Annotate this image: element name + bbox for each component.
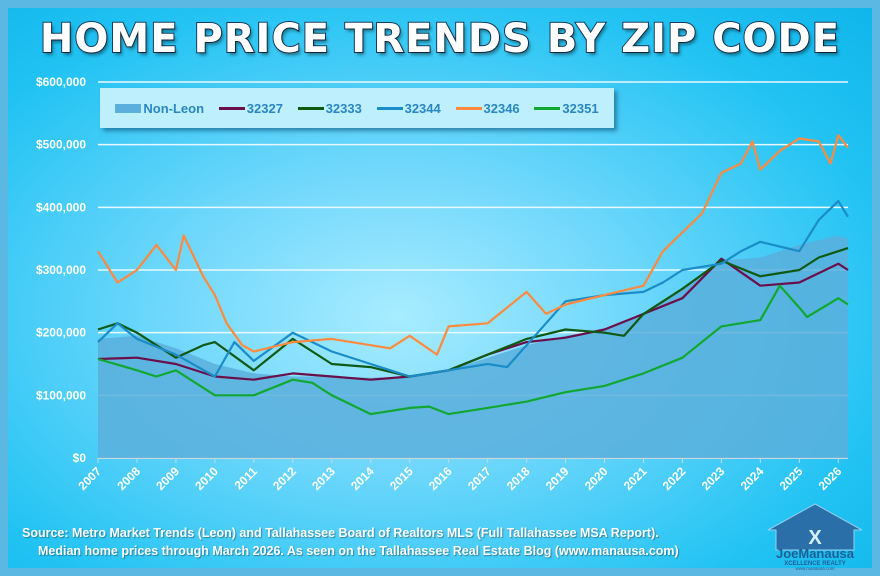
- svg-text:XCELLENCE REALTY: XCELLENCE REALTY: [784, 561, 846, 567]
- legend-label: 32351: [562, 100, 599, 116]
- legend-item-32351: 32351: [534, 100, 599, 116]
- x-tick-label: 2015: [387, 464, 416, 493]
- logo-name: JoeManausa: [776, 546, 855, 561]
- x-tick-label: 2021: [621, 464, 650, 493]
- x-tick-label: 2025: [777, 464, 806, 493]
- legend-item-32327: 32327: [218, 100, 283, 116]
- legend: Non-Leon 32327 32333 32344 32346 32351: [100, 88, 614, 128]
- x-tick-label: 2019: [543, 464, 572, 493]
- svg-text:X: X: [808, 527, 822, 549]
- line-series-32351: [97, 284, 849, 416]
- x-tick-label: 2026: [816, 464, 845, 493]
- line-series-32346: [97, 134, 849, 356]
- line-series-32344: [97, 200, 849, 378]
- y-tick-label: $300,000: [36, 263, 86, 277]
- x-tick-label: 2017: [465, 464, 494, 493]
- joe-manausa-logo: X JoeManausa XCELLENCE REALTY www.manaus…: [767, 503, 863, 570]
- x-tick-label: 2008: [114, 464, 143, 493]
- x-tick-label: 2009: [153, 464, 182, 493]
- legend-label: 32344: [404, 100, 441, 116]
- x-tick-label: 2013: [309, 464, 338, 493]
- y-tick-label: $400,000: [36, 200, 86, 214]
- legend-label: 32346: [483, 100, 520, 116]
- area-series-Non-Leon: [98, 235, 848, 458]
- y-tick-label: $600,000: [36, 75, 86, 89]
- y-tick-label: $0: [73, 451, 87, 465]
- legend-item-Non-Leon: Non-Leon: [115, 101, 204, 116]
- x-tick-label: 2018: [504, 464, 533, 493]
- chart-title: HOME PRICE TRENDS BY ZIP CODE: [39, 15, 841, 63]
- line-series-32333: [97, 247, 849, 378]
- x-tick-label: 2016: [426, 464, 455, 493]
- legend-item-32346: 32346: [455, 100, 520, 116]
- x-tick-label: 2007: [75, 464, 104, 493]
- legend-item-32344: 32344: [376, 100, 441, 116]
- legend-swatch: [534, 106, 561, 110]
- legend-label: 32333: [325, 100, 362, 116]
- x-tick-label: 2024: [738, 464, 767, 493]
- source-note: Source: Metro Market Trends (Leon) and T…: [22, 524, 679, 560]
- legend-swatch: [218, 106, 245, 110]
- x-tick-label: 2012: [270, 464, 299, 493]
- y-tick-label: $500,000: [36, 138, 86, 152]
- legend-swatch: [115, 103, 142, 113]
- x-tick-label: 2011: [232, 464, 261, 493]
- source-line-2: Median home prices through March 2026. A…: [38, 544, 679, 558]
- legend-swatch: [455, 106, 482, 110]
- x-tick-label: 2020: [582, 464, 611, 493]
- y-tick-label: $100,000: [36, 388, 86, 402]
- legend-swatch: [297, 106, 324, 110]
- svg-text:www.manausa.com: www.manausa.com: [795, 566, 834, 570]
- source-line-1: Source: Metro Market Trends (Leon) and T…: [22, 526, 659, 540]
- legend-item-32333: 32333: [297, 100, 362, 116]
- x-tick-label: 2022: [660, 464, 689, 493]
- x-tick-label: 2023: [699, 464, 728, 493]
- legend-swatch: [376, 106, 403, 110]
- y-tick-label: $200,000: [36, 326, 86, 340]
- legend-label: 32327: [246, 100, 283, 116]
- x-tick-label: 2010: [192, 464, 221, 493]
- legend-label: Non-Leon: [143, 100, 205, 116]
- x-tick-label: 2014: [348, 464, 377, 493]
